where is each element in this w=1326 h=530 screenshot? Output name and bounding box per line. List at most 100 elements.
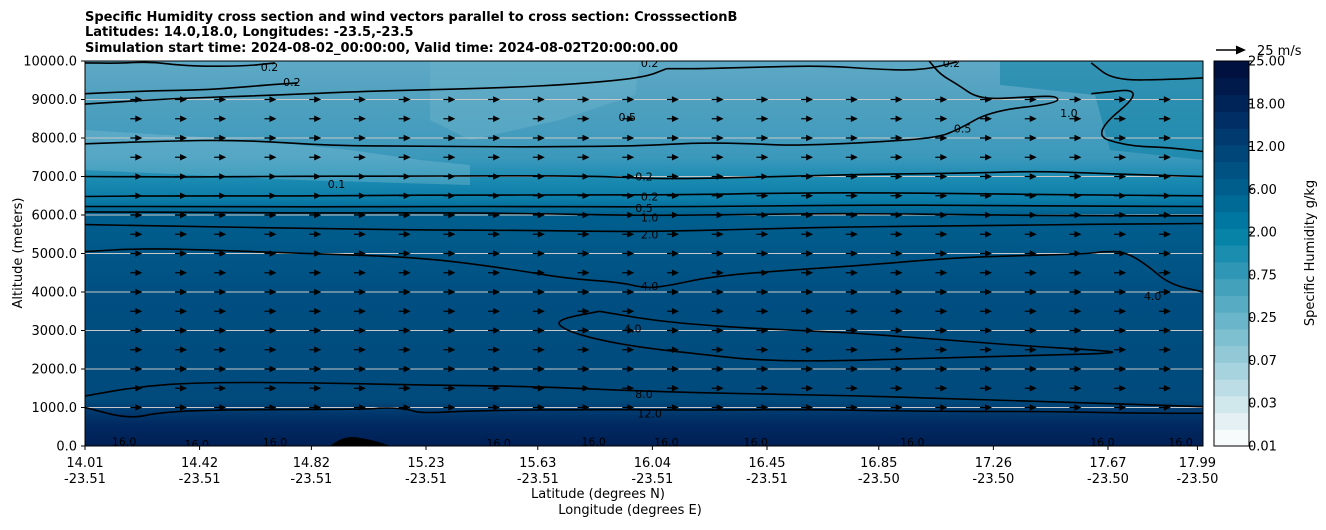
wind-vector-head [314,385,322,392]
wind-vector-head [448,173,456,180]
wind-vector-head [1074,346,1082,353]
wind-vector-head [806,327,814,334]
terrain-bump [330,437,390,446]
colorbar-swatch [1214,211,1249,229]
contour-label: 16.0 [1090,436,1115,449]
wind-vector-head [627,115,635,122]
wind-vector-head [180,231,188,238]
wind-vector-head [180,134,188,142]
wind-vector-head [219,115,227,122]
wind-vector-head [219,288,227,296]
wind-vector-head [1163,327,1171,334]
wind-vector-head [940,269,948,276]
wind-vector-head [671,327,679,334]
wind-vector-head [984,250,992,257]
wind-vector-head [358,385,366,392]
wind-vector-head [1119,288,1127,296]
wind-vector-head [358,365,366,373]
colorbar-frame [1213,60,1250,447]
x-tick-label-latitude: 17.26 [975,456,1012,471]
wind-vector-head [537,327,545,334]
wind-vector-head [448,211,456,219]
wind-vector-head [850,365,858,373]
wind-vector-head [403,288,411,296]
contour-label: 0.2 [635,171,653,184]
wind-vector-head [269,192,277,199]
wind-vector-head [850,250,858,257]
contour-line-0.5 [85,67,667,105]
colorbar: 0.01 0.03 0.07 0.25 0.75 2.00 6.00 12.00 18.00 25… [1213,55,1285,455]
wind-vector-head [448,231,456,238]
wind-vector-head [219,192,227,199]
wind-vector-head [1163,154,1171,161]
colorbar-swatch [1214,328,1249,347]
wind-vector-head [716,385,724,392]
wind-vector-head [671,288,679,296]
wind-vector-head [1074,192,1082,199]
wind-vector-head [984,96,992,103]
wind-vector-head [135,115,143,122]
chart-title-line-1: Specific Humidity cross section and wind… [85,10,737,25]
wind-vector-head [984,327,992,334]
wind-vector-head [806,404,814,411]
wind-vector-head [850,173,858,180]
wind-vector-head [1074,385,1082,392]
wind-vector-head [984,192,992,199]
wind-vector-head [448,269,456,276]
wind-vector-head [984,346,992,353]
wind-vector-head [180,115,188,122]
wind-vector-head [895,308,903,315]
wind-vector-head [627,365,635,373]
contour-label: 0.2 [261,61,279,74]
chart-title-line-3: Simulation start time: 2024-08-02_00:00:… [85,41,678,56]
wind-vector-head [716,134,724,142]
x-tick-label-latitude: 14.82 [293,456,330,471]
wind-vector-head [135,269,143,276]
colorbar-tick-label: 0.03 [1248,397,1277,412]
wind-vector-head [940,192,948,199]
wind-vector-head [1163,192,1171,199]
wind-vector-head [1074,96,1082,103]
wind-vector-head [403,211,411,219]
colorbar-swatch [1214,295,1249,313]
wind-vector-head [314,134,322,142]
wind-vector-head [582,231,590,238]
wind-vector-head [269,154,277,161]
wind-vector-head [135,231,143,238]
wind-vector-head [219,346,227,353]
wind-vector-head [1074,365,1082,373]
wind-vector-head [1029,134,1037,142]
contour-label: 4.0 [1144,290,1162,303]
wind-vector-head [180,288,188,296]
wind-vector-head [627,288,635,296]
wind-vector-head [403,231,411,238]
wind-vector-head [314,269,322,276]
contour-line-1.0 [85,211,1203,217]
wind-vector-head [716,269,724,276]
wind-vector-head [269,327,277,334]
colorbar-label: Specific Humidity g/kg [1303,180,1318,326]
y-tick-label: 6000.0 [32,209,78,224]
y-tick-label: 4000.0 [32,286,78,301]
wind-vector-head [1163,211,1171,219]
wind-vector-head [716,115,724,122]
wind-vector-head [403,308,411,315]
wind-vector-head [582,192,590,199]
wind-vector-head [180,308,188,315]
x-tick-label-latitude: 16.04 [634,456,671,471]
wind-vector-head [1119,404,1127,411]
wind-vector-head [537,385,545,392]
wind-vector-head [1119,96,1127,103]
humidity-patch [430,61,640,140]
wind-vector-head [671,269,679,276]
wind-vector-head [219,385,227,392]
contour-label: 8.0 [635,388,653,401]
wind-vector-head [984,211,992,219]
wind-vector-head [671,154,679,161]
wind-reference-label: 25 m/s [1257,44,1302,59]
wind-vector-head [269,134,277,142]
y-tick-label: 8000.0 [32,132,78,147]
wind-vector-head [135,346,143,353]
wind-vector-head [627,308,635,315]
wind-vector-head [219,308,227,315]
